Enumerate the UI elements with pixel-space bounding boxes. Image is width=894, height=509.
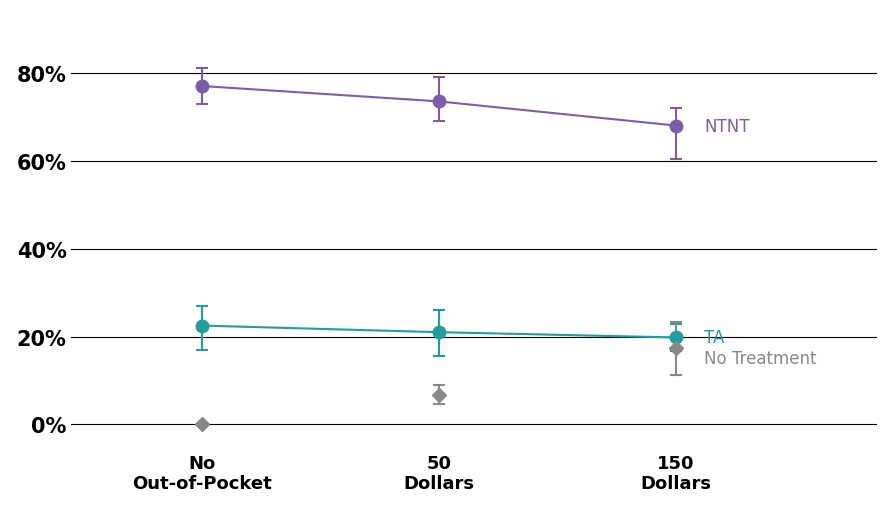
- Text: NTNT: NTNT: [704, 118, 750, 135]
- Text: TA: TA: [704, 329, 725, 347]
- Text: No Treatment: No Treatment: [704, 349, 817, 367]
